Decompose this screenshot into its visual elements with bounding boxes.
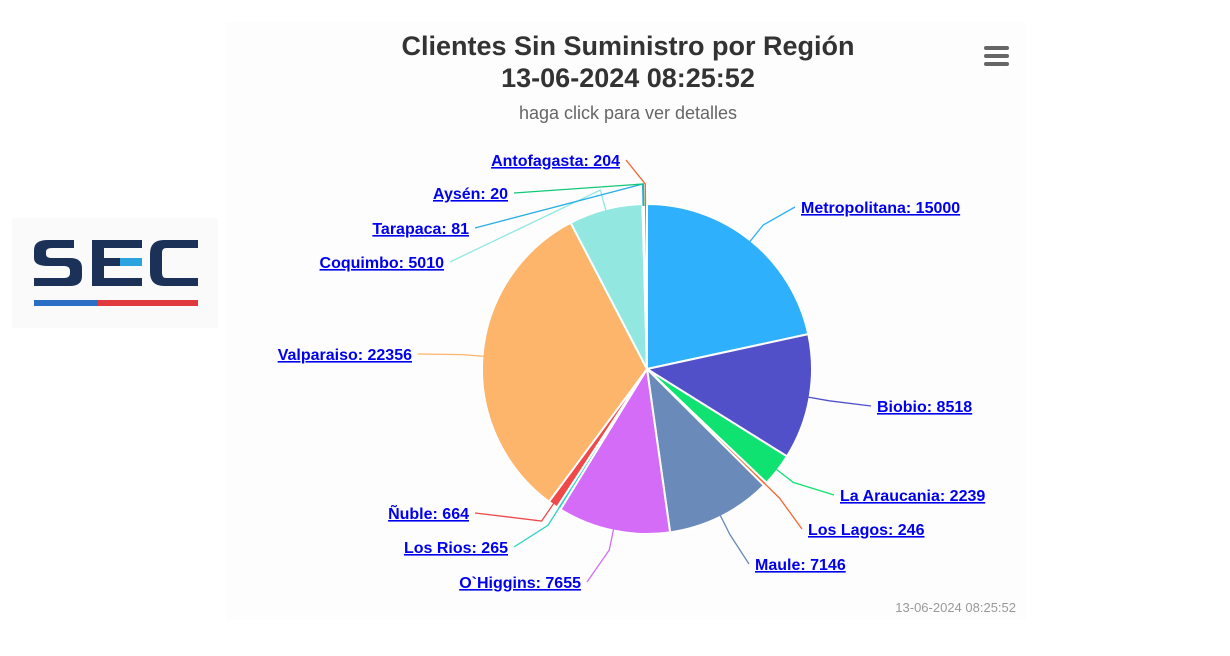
data-label-link[interactable]: La Araucania: 2239 <box>840 488 985 505</box>
data-label-connector <box>625 159 647 207</box>
data-label-link[interactable]: Antofagasta: 204 <box>491 153 620 170</box>
data-label-link[interactable]: Metropolitana: 15000 <box>801 200 960 217</box>
data-label-connector <box>449 189 607 263</box>
logo-letter-e <box>92 240 142 286</box>
chart-title: Clientes Sin Suministro por Región 13-06… <box>226 30 1030 94</box>
data-label-link[interactable]: Coquimbo: 5010 <box>320 255 445 272</box>
data-label-connector <box>417 353 485 358</box>
data-label-connector <box>748 206 796 243</box>
hamburger-menu-icon[interactable] <box>981 42 1013 70</box>
data-label-connector <box>513 183 645 207</box>
menu-bar-1 <box>984 46 1009 50</box>
data-label-link[interactable]: O`Higgins: 7655 <box>459 575 581 592</box>
data-label-connector <box>513 506 561 548</box>
menu-bar-2 <box>984 54 1009 58</box>
data-label-link[interactable]: Aysén: 20 <box>433 186 508 203</box>
data-label-link[interactable]: Tarapaca: 81 <box>372 221 469 238</box>
data-label-link[interactable]: Valparaiso: 22356 <box>278 347 412 364</box>
sec-logo <box>12 218 218 328</box>
data-label-link[interactable]: Ñuble: 664 <box>388 503 469 523</box>
chart-credits-timestamp: 13-06-2024 08:25:52 <box>895 600 1016 615</box>
data-label-connector <box>775 468 835 496</box>
data-label-link[interactable]: Maule: 7146 <box>755 557 846 574</box>
data-label-connector <box>763 482 803 530</box>
data-label-connector <box>719 514 750 565</box>
data-label-link[interactable]: Los Rios: 265 <box>404 540 508 557</box>
data-label-connector <box>807 396 872 407</box>
chart-title-line1: Clientes Sin Suministro por Región <box>401 31 855 61</box>
logo-letter-s <box>34 240 82 286</box>
chart-title-line2: 13-06-2024 08:25:52 <box>501 63 755 93</box>
data-label-connector <box>474 502 555 522</box>
menu-bar-3 <box>984 62 1009 66</box>
logo-stripe-red <box>98 300 198 306</box>
sec-logo-graphic <box>34 240 198 306</box>
chart-subtitle: haga click para ver detalles <box>518 103 738 123</box>
logo-stripe-blue <box>34 300 98 306</box>
data-label-connector <box>586 528 615 583</box>
data-label-link[interactable]: Biobio: 8518 <box>877 399 972 416</box>
logo-letter-c <box>150 240 198 286</box>
logo-accent <box>120 258 142 266</box>
data-label-link[interactable]: Los Lagos: 246 <box>808 522 925 539</box>
